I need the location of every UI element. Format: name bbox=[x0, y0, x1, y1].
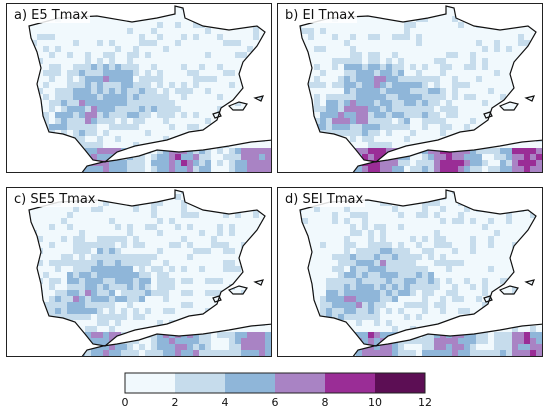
colorbar-tick: 0 bbox=[121, 396, 129, 409]
island-coastline bbox=[524, 279, 535, 286]
map-canvas-c bbox=[28, 189, 271, 356]
panel-title-d: d) SEI Tmax bbox=[283, 192, 366, 207]
africa-coastline bbox=[81, 323, 271, 356]
island-coastline bbox=[483, 295, 493, 303]
colorbar-tick: 10 bbox=[368, 396, 382, 409]
map-panel-c: c) SE5 Tmax bbox=[6, 187, 272, 357]
colorbar-tick: 12 bbox=[418, 396, 432, 409]
panel-title-b: b) EI Tmax bbox=[283, 8, 357, 23]
island-coastline bbox=[483, 111, 493, 119]
colorbar-frame bbox=[124, 372, 426, 394]
map-panel-b: b) EI Tmax bbox=[277, 3, 543, 173]
colorbar-swatch bbox=[375, 373, 425, 393]
colorbar-swatch bbox=[175, 373, 225, 393]
africa-coastline bbox=[352, 139, 542, 172]
iberia-coastline bbox=[299, 5, 537, 163]
panel-title-a: a) E5 Tmax bbox=[12, 8, 91, 23]
colorbar-tick: 8 bbox=[321, 396, 329, 409]
map-panel-d: d) SEI Tmax bbox=[277, 187, 543, 357]
colorbar-tick: 6 bbox=[271, 396, 279, 409]
island-coastline bbox=[212, 111, 222, 119]
africa-coastline bbox=[352, 323, 542, 356]
iberia-coastline bbox=[28, 5, 266, 163]
map-panel-a: a) E5 Tmax bbox=[6, 3, 272, 173]
colorbar-swatch bbox=[275, 373, 325, 393]
iberia-coastline bbox=[299, 189, 537, 347]
island-coastline bbox=[227, 101, 248, 111]
panel-title-c: c) SE5 Tmax bbox=[12, 192, 98, 207]
island-coastline bbox=[227, 285, 248, 295]
colorbar-swatch bbox=[325, 373, 375, 393]
island-coastline bbox=[253, 279, 264, 286]
africa-coastline bbox=[81, 139, 271, 172]
colorbar-swatch bbox=[125, 373, 175, 393]
iberia-coastline bbox=[28, 189, 266, 347]
colorbar-tick: 2 bbox=[171, 396, 179, 409]
colorbar-legend: 0 2 4 6 8 10 12 bbox=[121, 372, 432, 412]
map-canvas-a bbox=[28, 5, 271, 172]
island-coastline bbox=[253, 95, 264, 102]
island-coastline bbox=[212, 295, 222, 303]
map-canvas-b bbox=[299, 5, 542, 172]
colorbar-tick: 4 bbox=[221, 396, 229, 409]
colorbar-swatch bbox=[225, 373, 275, 393]
island-coastline bbox=[498, 285, 519, 295]
island-coastline bbox=[498, 101, 519, 111]
colorbar bbox=[124, 372, 426, 394]
map-canvas-d bbox=[299, 189, 542, 356]
island-coastline bbox=[524, 95, 535, 102]
